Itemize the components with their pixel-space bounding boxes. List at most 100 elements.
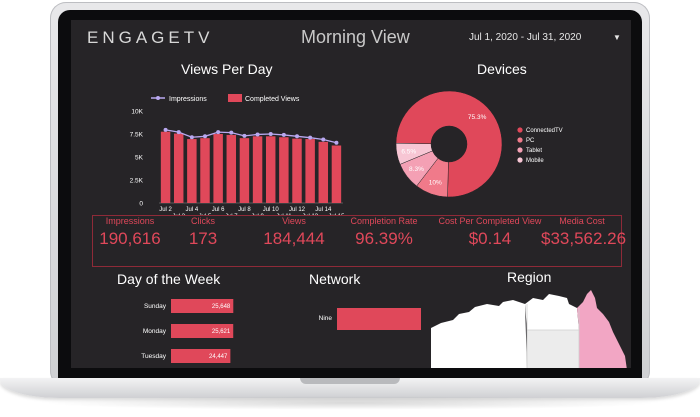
y-tick-label: 10K xyxy=(131,109,143,116)
kpi-value: 173 xyxy=(188,229,218,248)
kpi-label: Media Cost xyxy=(559,216,605,226)
kpi-label: Impressions xyxy=(105,216,155,226)
laptop-notch xyxy=(300,378,400,384)
point-impressions xyxy=(163,127,168,132)
region-map xyxy=(431,290,627,368)
engagetv-logo: ENGAGETV xyxy=(87,28,214,47)
y-tick-label: 5K xyxy=(135,155,144,162)
kpi-label: Cost Per Completed View xyxy=(438,216,542,226)
region-title: Region xyxy=(507,269,552,285)
region-northern xyxy=(525,294,579,330)
views-per-day-chart: Impressions Completed Views 0 2.5K 5K 7.5K 10K… xyxy=(130,94,345,215)
bar-completed-views xyxy=(200,138,210,203)
laptop-lid: ENGAGETV Morning View Jul 1, 2020 - Jul … xyxy=(50,2,650,387)
slice-mobile xyxy=(396,143,433,165)
laptop-base xyxy=(0,378,700,398)
point-impressions xyxy=(216,130,221,135)
kpi-completion-rate: Completion Rate 96.39% xyxy=(344,216,424,249)
x-tick-label: Jul 5 xyxy=(199,214,212,215)
x-tick-label: Jul 13 xyxy=(302,214,319,215)
point-impressions xyxy=(189,135,194,140)
x-tick-label: Jul 14 xyxy=(315,207,332,213)
category-label: Sunday xyxy=(144,303,167,310)
legend-label: ConnectedTV xyxy=(526,128,563,134)
bar-completed-views xyxy=(226,134,237,203)
day-of-week-chart: Sunday 25,648 Monday 25,621 Tuesday 24,447 xyxy=(141,299,234,363)
point-impressions xyxy=(229,130,234,135)
bar-completed-views xyxy=(305,139,315,203)
devices-title: Devices xyxy=(477,61,527,77)
laptop-shadow xyxy=(40,396,660,410)
chevron-down-icon[interactable]: ▼ xyxy=(613,33,621,42)
legend-marker xyxy=(517,157,523,163)
x-tick-label: Jul 6 xyxy=(212,207,225,213)
legend-label: Completed Views xyxy=(245,96,300,103)
x-tick-label: Jul 9 xyxy=(251,214,264,215)
devices-chart: 75.3% 10% 8.3% 6.5% ConnectedTV PC Tablet Mobil… xyxy=(396,90,563,198)
slice-label: 8.3% xyxy=(409,166,424,173)
kpi-value: 96.39% xyxy=(355,229,413,248)
bar-completed-views xyxy=(160,131,171,203)
bar-day-of-week xyxy=(171,299,234,313)
point-impressions xyxy=(321,137,326,142)
legend-marker xyxy=(517,127,523,133)
dashboard-screen: ENGAGETV Morning View Jul 1, 2020 - Jul … xyxy=(71,20,631,368)
bar-completed-views xyxy=(292,138,302,203)
region-eastern xyxy=(577,290,627,368)
x-tick-label: Jul 8 xyxy=(238,207,251,213)
legend-label: Tablet xyxy=(526,148,542,154)
kpi-value: $0.14 xyxy=(468,229,512,248)
legend-marker-impressions xyxy=(156,96,160,100)
y-tick-label: 7.5K xyxy=(130,132,144,139)
date-range-selector[interactable]: Jul 1, 2020 - Jul 31, 2020 xyxy=(469,32,582,43)
page-title: Morning View xyxy=(301,27,410,47)
bar-value-label: 24,447 xyxy=(209,354,228,360)
legend-label: PC xyxy=(526,138,535,144)
bar-value-label: 25,648 xyxy=(212,304,231,310)
bar-value-label: 25,621 xyxy=(212,329,231,335)
point-impressions xyxy=(334,140,339,145)
bar-completed-views xyxy=(279,137,289,203)
views-per-day-title: Views Per Day xyxy=(181,61,273,77)
screen-bezel: ENGAGETV Morning View Jul 1, 2020 - Jul … xyxy=(58,10,642,387)
y-tick-label: 2.5K xyxy=(130,178,144,185)
x-tick-label: Jul 2 xyxy=(159,207,172,213)
bar-completed-views xyxy=(239,138,250,203)
kpi-label: Clicks xyxy=(191,216,215,226)
x-tick-label: Jul 10 xyxy=(263,207,280,213)
kpi-value: 190,616 xyxy=(99,229,161,248)
legend-marker xyxy=(517,137,523,143)
bar-completed-views xyxy=(187,139,197,203)
x-tick-label: Jul 12 xyxy=(289,207,306,213)
category-label: Monday xyxy=(143,328,167,335)
bar-day-of-week xyxy=(171,349,231,363)
kpi-strip: Impressions 190,616 Clicks 173 Views 184… xyxy=(92,215,627,267)
bar-completed-views xyxy=(252,136,263,203)
slice-connectedtv xyxy=(396,90,503,198)
kpi-label: Views xyxy=(282,216,306,226)
category-label: Nine xyxy=(319,315,333,322)
kpi-value: $33,562.26 xyxy=(541,229,627,248)
point-impressions xyxy=(255,132,260,137)
y-tick-label: 0 xyxy=(139,201,143,208)
point-impressions xyxy=(281,132,286,137)
x-tick-label: Jul 7 xyxy=(225,214,238,215)
kpi-cost-per-completed-view: Cost Per Completed View $0.14 xyxy=(430,216,550,249)
region-western xyxy=(431,300,527,368)
kpi-media-cost: Media Cost $33,562.26 xyxy=(541,216,627,249)
bar-completed-views xyxy=(331,145,342,203)
kpi-label: Completion Rate xyxy=(350,216,418,226)
network-chart: Nine79,168 xyxy=(319,308,421,330)
x-tick-label: Jul 3 xyxy=(172,214,185,215)
bar-completed-views xyxy=(265,136,276,203)
point-impressions xyxy=(176,130,181,135)
point-impressions xyxy=(268,132,273,136)
point-impressions xyxy=(203,134,207,139)
region-southern xyxy=(527,330,579,368)
slice-label: 10% xyxy=(429,180,442,187)
legend-label: Mobile xyxy=(526,158,544,164)
legend-marker xyxy=(517,147,523,153)
network-title: Network xyxy=(309,271,361,287)
slice-label: 75.3% xyxy=(468,114,487,121)
kpi-value: 184,444 xyxy=(263,229,325,248)
